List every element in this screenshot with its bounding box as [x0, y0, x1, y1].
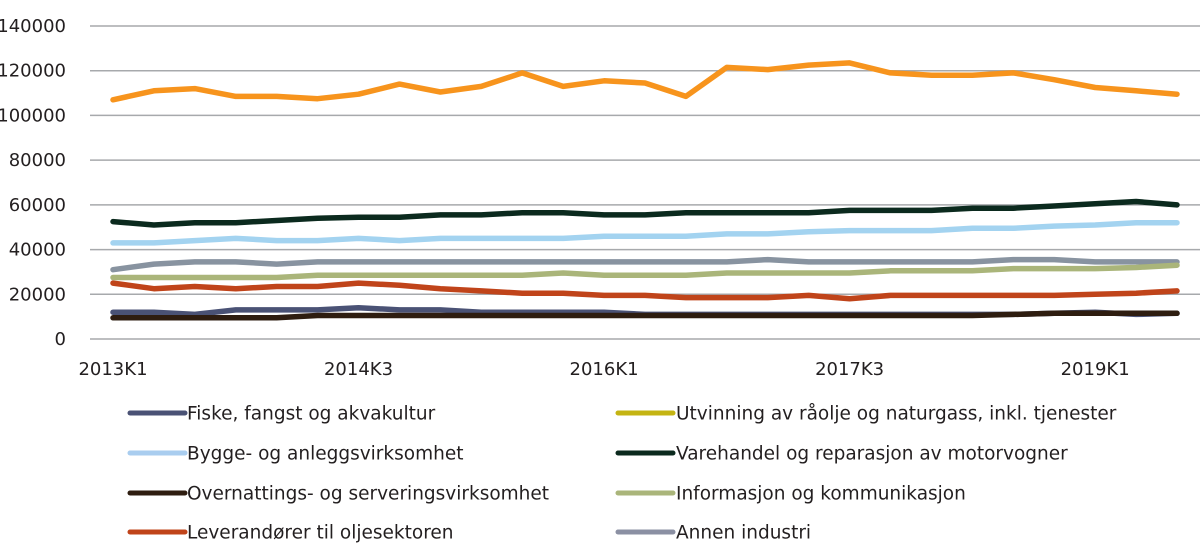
legend-label: Bygge- og anleggsvirksomhet [187, 444, 463, 465]
y-tick-label: 60000 [9, 195, 66, 216]
legend-label: Overnattings- og serveringsvirksomhet [187, 484, 549, 505]
legend-label: Informasjon og kommunikasjon [676, 484, 966, 505]
legend-item: Utvinning av råolje og naturgass, inkl. … [615, 404, 1117, 425]
y-tick-label: 20000 [9, 284, 66, 305]
x-axis-ticks: 2013K1 2014K3 2016K1 2017K3 2019K1 [78, 359, 1129, 380]
x-tick-label: 2014K3 [324, 359, 393, 380]
legend-item: Bygge- og anleggsvirksomhet [127, 444, 463, 465]
series-line-3 [110, 198, 1180, 228]
x-tick-label: 2017K3 [815, 359, 884, 380]
gridlines [90, 25, 1200, 340]
y-tick-label: 40000 [9, 240, 66, 261]
x-tick-label: 2013K1 [78, 359, 147, 380]
series-lines [110, 60, 1180, 321]
legend-label: Varehandel og reparasjon av motorvogner [676, 444, 1068, 465]
legend-label: Fiske, fangst og akvakultur [187, 404, 436, 425]
x-tick-label: 2016K1 [570, 359, 639, 380]
y-tick-label: 0 [55, 329, 66, 350]
series-line-6 [110, 280, 1180, 302]
series-line-7 [110, 256, 1180, 273]
series-line-4 [110, 310, 1180, 321]
y-tick-label: 120000 [0, 61, 66, 82]
legend-label: Leverandører til oljesektoren [187, 523, 454, 544]
legend-item: Leverandører til oljesektoren [127, 523, 454, 544]
legend-item: Informasjon og kommunikasjon [615, 484, 966, 505]
legend-item: Overnattings- og serveringsvirksomhet [127, 484, 549, 505]
legend: Fiske, fangst og akvakultur Utvinning av … [127, 404, 1117, 544]
x-tick-label: 2019K1 [1061, 359, 1130, 380]
y-tick-label: 80000 [9, 150, 66, 171]
series-line-5 [110, 262, 1180, 281]
y-tick-label: 140000 [0, 16, 66, 37]
legend-label: Annen industri [676, 523, 811, 544]
y-axis-ticks: 0 20000 40000 60000 80000 100000 120000 140000 [0, 16, 66, 350]
y-tick-label: 100000 [0, 105, 66, 126]
series-line-2 [110, 219, 1180, 246]
legend-label: Utvinning av råolje og naturgass, inkl. … [676, 404, 1117, 425]
series-line-1 [110, 60, 1180, 103]
legend-item: Varehandel og reparasjon av motorvogner [615, 444, 1068, 465]
legend-item: Annen industri [615, 523, 811, 544]
legend-item: Fiske, fangst og akvakultur [127, 404, 436, 425]
